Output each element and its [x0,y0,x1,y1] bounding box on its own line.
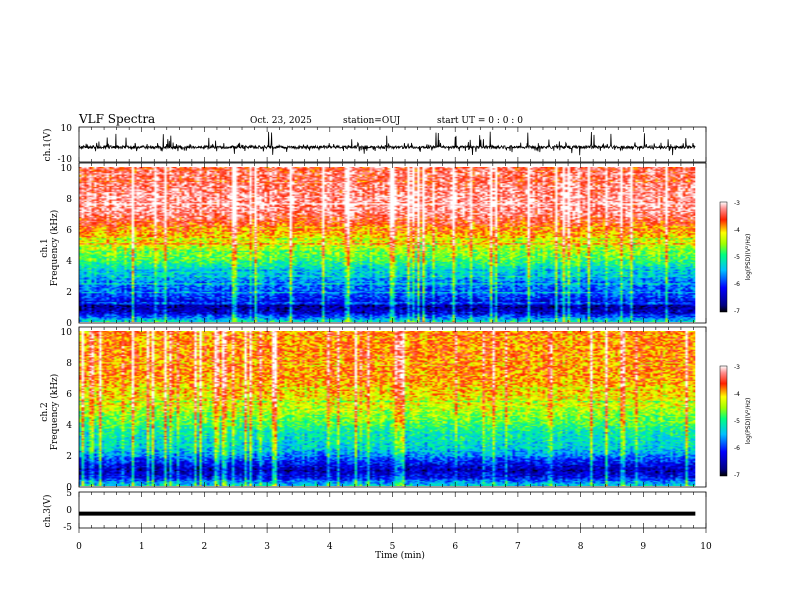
xtick-7: 7 [515,542,521,552]
ch1-frequency-label: Frequency (kHz) [49,210,60,287]
ch2-cb-tick-7: -7 [734,472,740,479]
ch3-ytick-5: 5 [66,489,72,499]
ch1-waveform-trace [78,131,696,156]
ch1-ytick-bottom: -10 [58,155,73,165]
ch2-ytick-2: 2 [66,452,72,462]
xtick-10: 10 [700,542,712,552]
ch2-ytick-6: 6 [66,390,72,400]
xtick-4: 4 [327,542,333,552]
time-axis: 0 1 2 3 4 5 6 7 8 9 10 Time (min) [76,542,712,561]
ch2-ytick-8: 8 [66,359,72,369]
ch1-cb-tick-6: -6 [734,281,740,288]
ch1-colorbar: -3 -4 -5 -6 -7 log(PSD)(V²/Hz) [719,200,752,315]
ch2-cb-tick-4: -4 [734,391,740,398]
xtick-2: 2 [202,542,208,552]
ch3-ytick-0: 0 [66,506,72,516]
ch2-ytick-0: 0 [66,483,72,493]
ch1-channel-label: ch.1 [40,238,50,257]
figure-title: VLF Spectra [78,112,155,126]
station-label: station=OUJ [343,116,401,126]
ch2-frequency-label: Frequency (kHz) [49,374,60,451]
ch2-cb-tick-6: -6 [734,445,740,452]
time-axis-label: Time (min) [375,550,425,561]
ch3-waveform-ylabel: ch.3(V) [42,495,53,528]
ch1-ytick-4: 4 [66,257,72,267]
ch2-ytick-4: 4 [66,421,72,431]
xtick-3: 3 [264,542,270,552]
ch1-colorbar-scale [719,201,728,313]
ch1-cb-tick-7: -7 [734,308,740,315]
ch2-ytick-10: 10 [61,328,73,338]
ch2-spectrogram-image [79,331,696,486]
ch2-channel-label: ch.2 [40,402,50,421]
xtick-1: 1 [139,542,145,552]
start-time-label: start UT = 0 : 0 : 0 [437,116,523,126]
ch2-colorbar-scale [719,365,728,477]
ch3-ytick-m5: -5 [63,523,72,533]
ch2-colorbar: -3 -4 -5 -6 -7 log(PSD)(V²/Hz) [719,364,752,479]
ch1-ytick-0: 0 [66,319,72,329]
ch1-spectrogram-image [79,167,696,322]
ch2-colorbar-label: log(PSD)(V²/Hz) [745,398,752,445]
ch1-spectrogram-panel: 0 2 4 6 8 10 ch.1 Frequency (kHz) [40,162,707,329]
ch1-cb-tick-3: -3 [734,200,740,207]
ch1-ytick-8: 8 [66,195,72,205]
ch1-ytick-10: 10 [61,164,73,174]
axis-tick-marks [78,127,707,533]
ch1-ytick-2: 2 [66,288,72,298]
ch1-ytick-top: 10 [61,124,73,134]
ch2-spectrogram-panel: 0 2 4 6 8 10 ch.2 Frequency (kHz) [40,326,707,493]
ch2-cb-tick-5: -5 [734,418,740,425]
xtick-9: 9 [640,542,646,552]
ch1-waveform-ylabel: ch.1(V) [42,129,53,162]
ch2-cb-tick-3: -3 [734,364,740,371]
xtick-8: 8 [578,542,584,552]
ch3-waveform-frame [78,491,707,529]
xtick-6: 6 [452,542,458,552]
xtick-5: 5 [390,542,396,552]
ch1-cb-tick-4: -4 [734,227,740,234]
ch1-ytick-6: 6 [66,226,72,236]
ch1-cb-tick-5: -5 [734,254,740,261]
date-label: Oct. 23, 2025 [250,116,312,126]
ch1-colorbar-label: log(PSD)(V²/Hz) [745,234,752,281]
xtick-0: 0 [76,542,82,552]
